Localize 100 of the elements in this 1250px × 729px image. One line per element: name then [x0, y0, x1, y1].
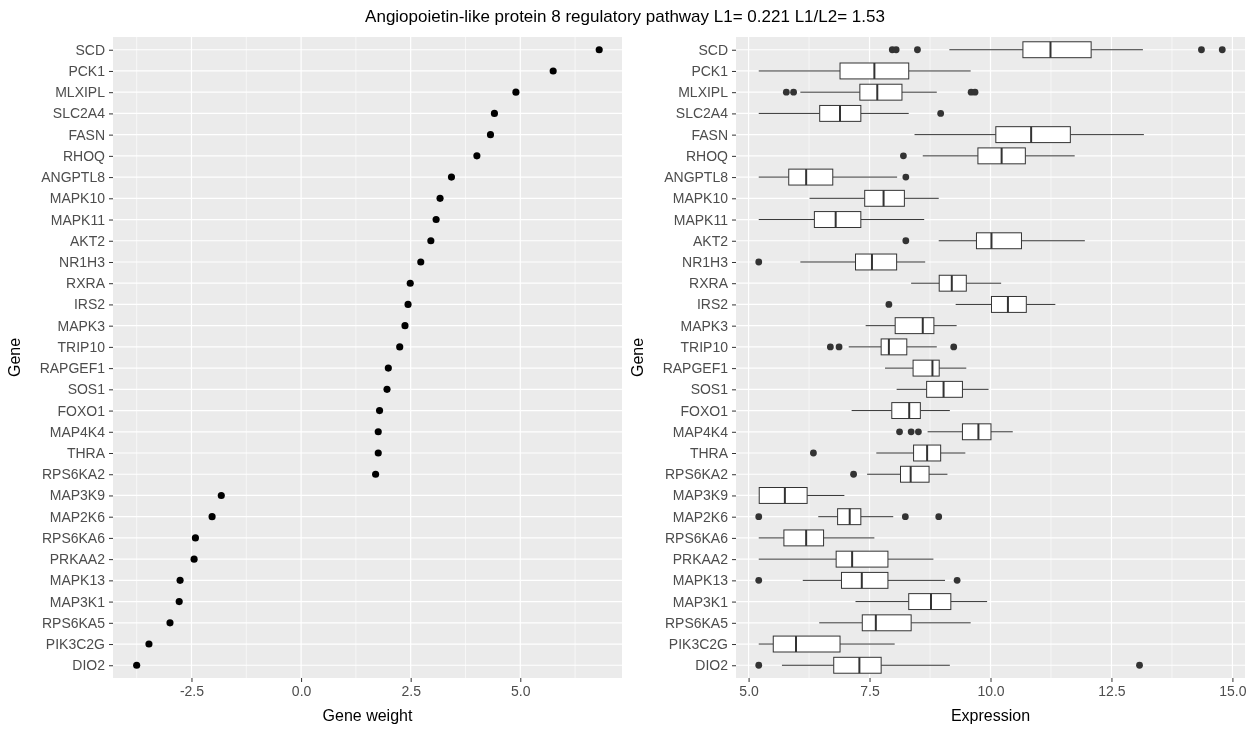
y-tick-label: PRKAA2	[49, 551, 106, 568]
chart-title: Angiopoietin-like protein 8 regulatory pathway L1= 0.221 L1/L2= 1.53	[365, 7, 885, 26]
y-tick-label: DIO2	[695, 657, 729, 674]
y-tick-label: MAPK3	[680, 317, 729, 334]
y-tick-label: IRS2	[696, 296, 729, 313]
point	[166, 619, 174, 627]
y-tick-label: MAP3K9	[672, 487, 729, 504]
point	[374, 428, 382, 436]
point	[383, 385, 391, 393]
point	[374, 449, 382, 457]
point	[486, 131, 495, 139]
y-tick-label: MAP4K4	[49, 423, 106, 440]
point	[436, 194, 444, 202]
y-tick-label: TRIP10	[680, 338, 729, 355]
point	[217, 491, 225, 500]
point	[176, 576, 184, 584]
point	[432, 215, 440, 224]
point	[512, 88, 520, 96]
point	[406, 279, 414, 287]
y-tick-label: RPS6KA2	[664, 466, 729, 483]
y-tick-label: SCD	[698, 41, 728, 58]
y-tick-label: RHOQ	[63, 147, 106, 164]
y-tick-label: AKT2	[69, 232, 106, 249]
x-axis-title: Expression	[950, 707, 1031, 724]
y-tick-label: MAPK3	[57, 317, 106, 334]
y-tick-label: MLXIPL	[55, 84, 106, 101]
point	[549, 67, 557, 75]
y-axis-title: Gene	[6, 337, 23, 378]
y-tick-label: NR1H3	[682, 253, 729, 270]
y-tick-label: RPS6KA2	[41, 466, 106, 483]
point	[396, 343, 404, 351]
y-tick-label: SCD	[75, 41, 105, 58]
point	[417, 258, 425, 266]
y-tick-label: DIO2	[72, 657, 106, 674]
point	[133, 661, 141, 669]
point	[208, 513, 216, 521]
point	[490, 109, 498, 117]
y-tick-label: MAPK10	[49, 190, 106, 207]
y-tick-label: MAP2K6	[49, 508, 106, 525]
y-tick-label: RPS6KA6	[664, 529, 729, 546]
y-tick-label: THRA	[66, 444, 106, 461]
y-tick-label: RXRA	[66, 275, 106, 292]
y-tick-label: MAPK13	[672, 572, 729, 589]
point	[401, 322, 409, 330]
y-tick-label: RPS6KA5	[664, 614, 729, 631]
y-axis-title: Gene	[629, 337, 646, 378]
y-tick-label: FASN	[691, 126, 728, 143]
y-tick-label: TRIP10	[57, 338, 106, 355]
point	[384, 364, 392, 372]
x-tick-label: 7.5	[860, 682, 880, 699]
point	[473, 152, 481, 160]
y-tick-label: FOXO1	[680, 402, 729, 419]
y-tick-label: MAP2K6	[672, 508, 729, 525]
y-tick-label: RPS6KA6	[41, 529, 106, 546]
point	[145, 640, 153, 648]
y-tick-label: SLC2A4	[675, 105, 729, 122]
y-tick-label: MLXIPL	[678, 84, 729, 101]
point	[190, 555, 198, 563]
y-tick-label: AKT2	[692, 232, 729, 249]
x-tick-label: 12.5	[1098, 682, 1126, 699]
y-tick-label: MAPK10	[672, 190, 729, 207]
y-tick-label: PRKAA2	[672, 551, 729, 568]
y-tick-label: MAPK13	[49, 572, 106, 589]
y-tick-label: RAPGEF1	[662, 360, 729, 377]
y-tick-label: SOS1	[690, 381, 729, 398]
point	[175, 598, 183, 606]
y-tick-label: RPS6KA5	[41, 614, 106, 631]
x-axis-title: Gene weight	[322, 707, 413, 724]
y-tick-label: NR1H3	[59, 253, 106, 270]
y-tick-label: MAPK11	[673, 211, 729, 228]
y-tick-label: MAP4K4	[672, 423, 729, 440]
y-tick-label: IRS2	[73, 296, 106, 313]
y-tick-label: SLC2A4	[52, 105, 106, 122]
y-tick-label: MAP3K1	[49, 593, 106, 610]
y-tick-label: PIK3C2G	[45, 636, 105, 653]
y-tick-label: FASN	[68, 126, 105, 143]
y-tick-label: THRA	[689, 444, 729, 461]
y-tick-label: ANGPTL8	[664, 169, 729, 186]
y-tick-label: RAPGEF1	[39, 360, 106, 377]
y-tick-label: MAPK11	[50, 211, 106, 228]
y-tick-label: PCK1	[691, 62, 729, 79]
point	[404, 300, 412, 308]
y-tick-label: ANGPTL8	[41, 169, 106, 186]
y-tick-label: RXRA	[689, 275, 729, 292]
y-tick-label: MAP3K1	[672, 593, 729, 610]
x-tick-label: 5.0	[739, 682, 760, 699]
y-tick-label: PIK3C2G	[668, 636, 728, 653]
y-tick-label: RHOQ	[686, 147, 729, 164]
y-tick-label: PCK1	[68, 62, 106, 79]
x-tick-label: 5.0	[511, 682, 531, 699]
x-tick-label: 2.5	[401, 682, 422, 699]
y-tick-label: SOS1	[67, 381, 106, 398]
x-tick-label: -2.5	[179, 682, 205, 699]
x-tick-label: 0.0	[291, 682, 312, 699]
x-tick-label: 10.0	[977, 682, 1005, 699]
point	[595, 46, 603, 54]
point	[447, 173, 456, 181]
point	[427, 237, 435, 245]
point	[372, 470, 380, 478]
point	[375, 407, 384, 415]
